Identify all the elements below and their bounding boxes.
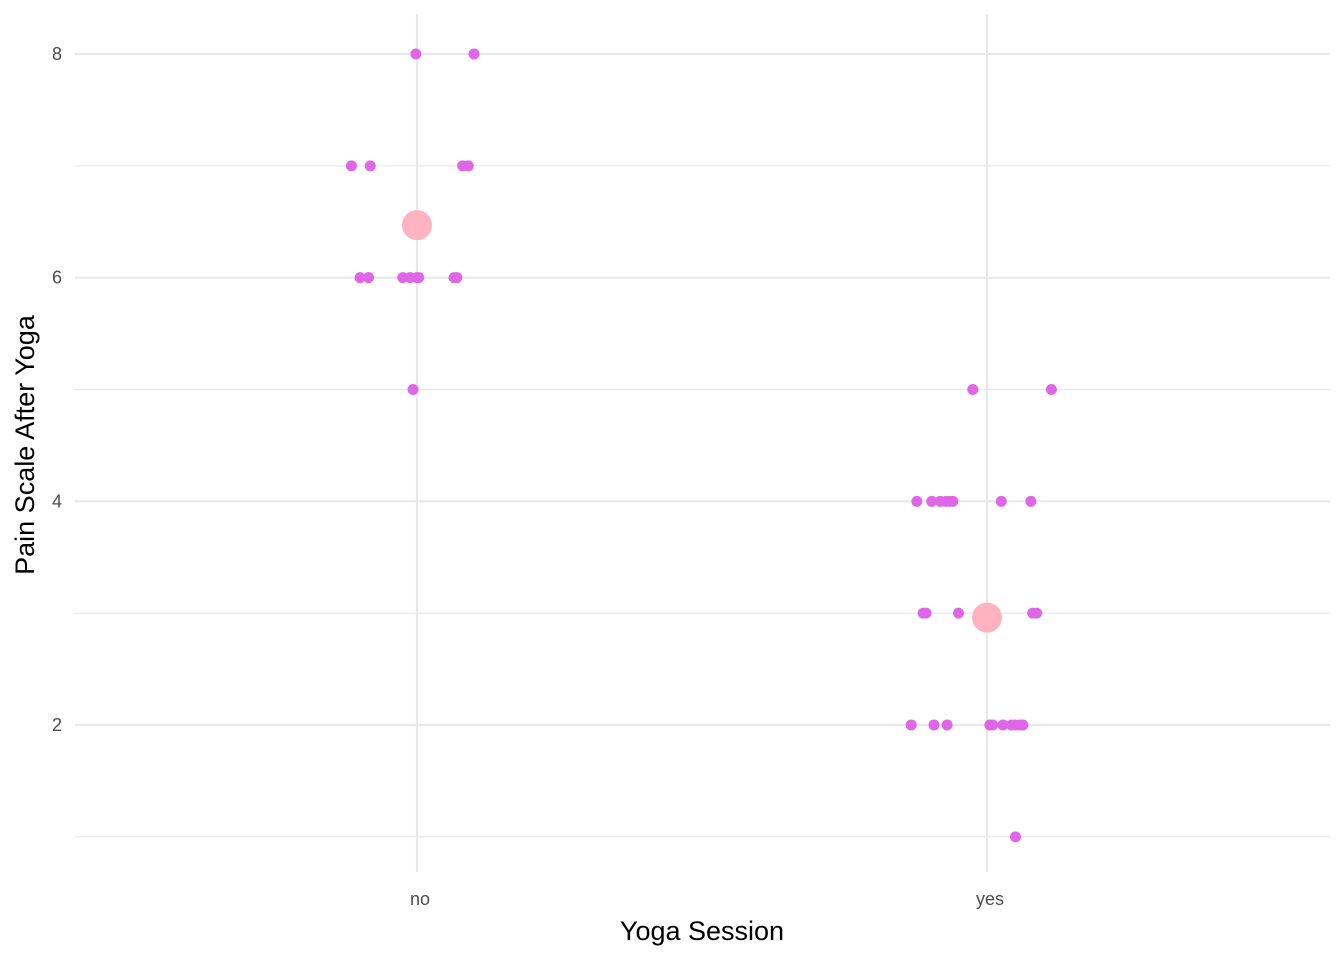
data-point [410, 48, 422, 60]
data-point [995, 495, 1007, 507]
data-point [1045, 384, 1057, 395]
x-axis-title: Yoga Session [620, 916, 784, 946]
gridlines [75, 14, 1330, 872]
data-point [905, 719, 917, 731]
data-point [462, 160, 474, 172]
data-point [997, 719, 1009, 731]
data-point [928, 719, 940, 731]
data-point [413, 272, 425, 284]
data-point [364, 160, 376, 172]
data-point [345, 160, 357, 172]
data-points [345, 48, 1057, 843]
data-point [363, 272, 375, 284]
data-point [1031, 607, 1043, 619]
data-point [1010, 831, 1021, 843]
data-point [1025, 495, 1037, 507]
y-tick-label: 6 [52, 268, 62, 288]
y-tick-label: 4 [52, 491, 62, 511]
y-axis-ticks: 2 4 6 8 [52, 44, 62, 735]
data-point [987, 719, 999, 731]
x-axis-ticks: no yes [410, 889, 1004, 909]
data-point [1017, 719, 1029, 731]
mean-point [402, 210, 432, 241]
data-point [926, 495, 938, 507]
data-point [468, 48, 480, 60]
mean-point [972, 602, 1002, 633]
data-point [920, 607, 932, 619]
data-point [451, 272, 463, 284]
data-point [354, 272, 366, 284]
y-tick-label: 2 [52, 715, 62, 735]
data-point [407, 384, 419, 395]
x-tick-label: no [410, 889, 430, 909]
y-axis-title: Pain Scale After Yoga [10, 314, 40, 575]
data-point [967, 384, 979, 395]
data-point [953, 607, 964, 619]
data-point [911, 495, 923, 507]
data-point [941, 719, 953, 731]
data-point [947, 495, 959, 507]
mean-points [402, 210, 1002, 633]
y-tick-label: 8 [52, 44, 62, 64]
x-tick-label: yes [976, 889, 1004, 909]
